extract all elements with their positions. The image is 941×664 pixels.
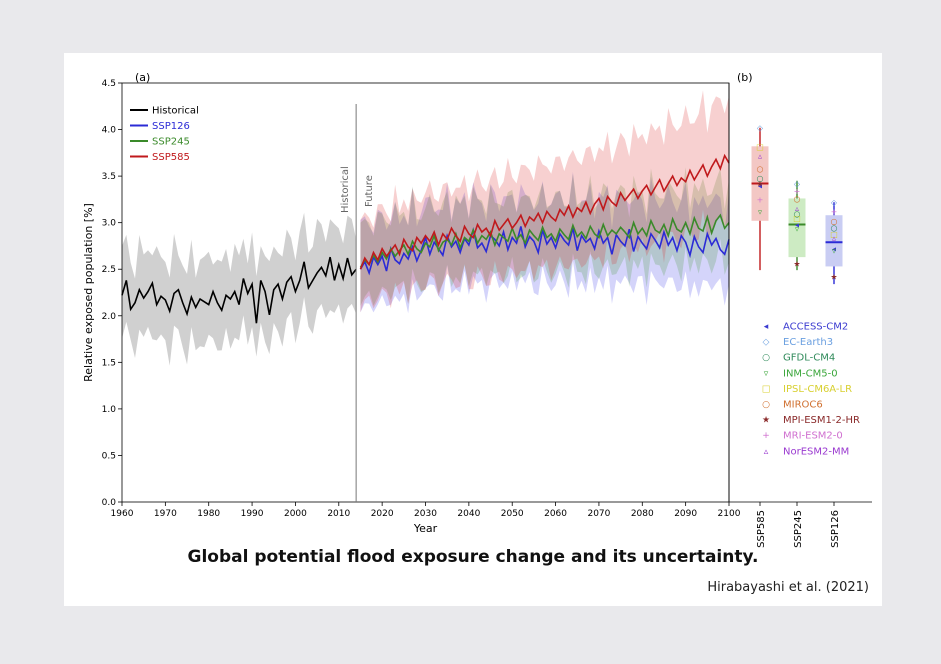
model-marker-miroc6: ○: [794, 194, 801, 203]
panel-a: 1960 1970 1980 1990 2000 2010 2020 2030 2040 2050…: [82, 71, 741, 535]
y-tick-label: 0.5: [102, 451, 116, 461]
figure-caption: Global potential flood exposure change a…: [187, 547, 759, 567]
legend-marker-mri-esm2-0: +: [762, 431, 770, 441]
model-marker-noresm2-mm: ▵: [758, 152, 762, 161]
x-axis-label: Year: [413, 522, 438, 535]
y-tick-label: 4.0: [102, 126, 117, 136]
model-marker-mri-esm2-0: +: [831, 207, 838, 216]
y-tick-label: 3.5: [102, 172, 116, 182]
x-tick-label: 2030: [414, 509, 437, 519]
y-tick-label: 1.5: [102, 358, 116, 368]
model-marker-access-cm2: ◂: [795, 221, 799, 230]
model-marker-gfdl-cm4: ○: [757, 174, 764, 183]
box-ssp245: [788, 198, 806, 258]
model-marker-ec-earth3: ◇: [794, 180, 801, 189]
x-tick-label: 2080: [631, 509, 654, 519]
model-marker-noresm2-mm: ▵: [832, 234, 836, 243]
model-marker-miroc6: ○: [757, 165, 764, 174]
category-label: SSP585: [756, 510, 767, 548]
y-tick-label: 0.0: [102, 498, 117, 508]
legend-label-ssp126: SSP126: [152, 121, 190, 132]
model-marker-mri-esm2-0: +: [794, 187, 801, 196]
figure-credit: Hirabayashi et al. (2021): [707, 580, 869, 595]
series-line-ssp585: [359, 153, 730, 270]
category-label: SSP126: [830, 510, 841, 548]
y-tick-label: 2.0: [102, 312, 117, 322]
divider-label-historical: Historical: [340, 166, 351, 213]
series-line-ssp245: [359, 213, 730, 268]
model-marker-ipsl-cm6a-lr: □: [756, 142, 764, 151]
figure-slide: 1960 1970 1980 1990 2000 2010 2020 2030 2040 2050…: [64, 53, 882, 606]
legend-marker-noresm2-mm: ▵: [764, 447, 769, 457]
legend-marker-miroc6: ○: [762, 400, 770, 410]
x-tick-label: 2100: [718, 509, 741, 519]
x-tick-label: 1960: [111, 509, 134, 519]
legend-marker-ec-earth3: ◇: [763, 338, 770, 348]
legend-label-historical: Historical: [152, 106, 199, 117]
legend-label-gfdl-cm4: GFDL-CM4: [783, 353, 835, 364]
legend-label-ec-earth3: EC-Earth3: [783, 337, 833, 348]
series-line-historical: [121, 256, 357, 324]
model-marker-mpi-esm1-2-hr: ★: [793, 260, 800, 269]
y-tick-label: 1.0: [102, 405, 117, 415]
box-ssp126: [825, 215, 843, 267]
legend-label-access-cm2: ACCESS-CM2: [783, 322, 848, 333]
x-tick-label: 1990: [241, 509, 264, 519]
x-tick-label: 1980: [197, 509, 220, 519]
x-tick-label: 1970: [154, 509, 177, 519]
category-label: SSP245: [793, 510, 804, 548]
model-marker-noresm2-mm: ▵: [795, 204, 799, 213]
model-marker-mpi-esm1-2-hr: ★: [830, 273, 837, 282]
model-marker-gfdl-cm4: ○: [831, 223, 838, 232]
model-marker-inm-cm5-0: ▿: [795, 224, 799, 233]
model-marker-mri-esm2-0: +: [757, 195, 764, 204]
model-marker-ec-earth3: ◇: [831, 198, 838, 207]
legend-label-noresm2-mm: NorESM2-MM: [783, 446, 849, 457]
panel-label-a: (a): [135, 71, 150, 84]
legend-label-inm-cm5-0: INM-CM5-0: [783, 368, 838, 379]
legend-label-ipsl-cm6a-lr: IPSL-CM6A-LR: [783, 384, 852, 395]
y-axis-label: Relative exposed population [%]: [82, 203, 95, 382]
y-tick-label: 2.5: [102, 265, 116, 275]
series-line-ssp126: [359, 226, 730, 276]
model-marker-mpi-esm1-2-hr: ★: [756, 180, 763, 189]
panel-label-b: (b): [737, 71, 753, 84]
legend-marker-ipsl-cm6a-lr: □: [762, 384, 771, 394]
x-tick-label: 2050: [501, 509, 524, 519]
x-tick-label: 2010: [327, 509, 350, 519]
band-ssp585: [360, 90, 729, 313]
model-marker-ec-earth3: ◇: [757, 124, 764, 133]
band-ssp126: [360, 171, 729, 314]
legend-marker-inm-cm5-0: ▿: [764, 369, 769, 379]
model-marker-inm-cm5-0: ▿: [758, 207, 762, 216]
panel-b: (b)SSP585 SSP245 SSP126◂◂◂◇◇◇○○○▿▿▿□□□○○○★…: [728, 71, 872, 548]
model-marker-inm-cm5-0: ▿: [832, 247, 836, 256]
divider-label-future: Future: [364, 175, 375, 207]
legend-label-miroc6: MIROC6: [783, 400, 823, 411]
y-tick-label: 3.0: [102, 219, 117, 229]
model-marker-access-cm2: ◂: [758, 181, 762, 190]
legend-marker-gfdl-cm4: ○: [762, 353, 770, 363]
x-tick-label: 2040: [457, 509, 480, 519]
x-tick-label: 2070: [587, 509, 610, 519]
model-marker-ipsl-cm6a-lr: □: [793, 214, 801, 223]
legend-label-ssp245: SSP245: [152, 137, 190, 148]
chart-figure: 1960 1970 1980 1990 2000 2010 2020 2030 2040 2050…: [82, 71, 872, 548]
x-tick-label: 2060: [544, 509, 567, 519]
legend-label-mpi-esm1-2-hr: MPI-ESM1-2-HR: [783, 415, 860, 426]
x-tick-label: 2090: [674, 509, 697, 519]
legend-marker-mpi-esm1-2-hr: ★: [762, 416, 770, 426]
legend-label-ssp585: SSP585: [152, 152, 190, 163]
band-historical: [122, 212, 357, 366]
legend-label-mri-esm2-0: MRI-ESM2-0: [783, 431, 843, 442]
x-tick-label: 2020: [371, 509, 394, 519]
model-marker-miroc6: ○: [831, 217, 838, 226]
model-marker-ipsl-cm6a-lr: □: [830, 230, 838, 239]
x-tick-label: 2000: [284, 509, 307, 519]
legend-marker-access-cm2: ◂: [764, 322, 769, 332]
model-marker-gfdl-cm4: ○: [794, 209, 801, 218]
model-marker-access-cm2: ◂: [832, 245, 836, 254]
y-tick-label: 4.5: [102, 79, 116, 89]
